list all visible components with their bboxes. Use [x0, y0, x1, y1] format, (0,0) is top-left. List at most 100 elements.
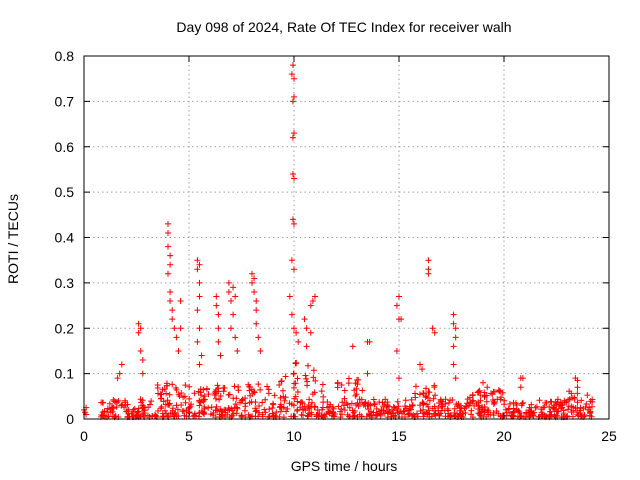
data-point — [470, 397, 477, 404]
data-point — [194, 307, 201, 314]
data-point — [163, 410, 170, 417]
data-point — [174, 406, 181, 413]
data-point — [490, 409, 497, 416]
data-point — [212, 388, 219, 395]
data-point — [574, 377, 581, 384]
data-point — [536, 397, 543, 404]
data-point — [99, 409, 106, 416]
data-point — [407, 406, 414, 413]
data-point — [294, 389, 301, 396]
data-point — [289, 216, 296, 223]
data-point — [255, 381, 262, 388]
data-point — [366, 338, 373, 345]
data-point — [186, 395, 193, 402]
data-point — [273, 409, 280, 416]
data-point — [519, 399, 526, 406]
x-tick-label: 15 — [391, 428, 407, 444]
data-point — [259, 399, 266, 406]
data-point — [257, 347, 264, 354]
data-point — [216, 396, 223, 403]
data-point — [424, 411, 431, 418]
data-point — [571, 394, 578, 401]
data-point — [162, 407, 169, 414]
data-point — [237, 399, 244, 406]
data-point — [478, 404, 485, 411]
data-point — [171, 325, 178, 332]
data-point — [269, 404, 276, 411]
data-point — [577, 404, 584, 411]
data-point — [292, 360, 299, 367]
data-point — [379, 399, 386, 406]
data-point — [195, 388, 202, 395]
data-point — [417, 361, 423, 368]
data-point — [503, 412, 510, 419]
data-point — [462, 410, 469, 417]
data-point — [251, 275, 258, 282]
data-point — [225, 288, 232, 295]
data-point — [494, 396, 501, 403]
y-tick-label: 0.4 — [55, 230, 75, 246]
data-point — [370, 396, 377, 403]
data-point — [483, 398, 490, 405]
x-tick-label: 25 — [601, 428, 617, 444]
data-point — [162, 401, 169, 408]
data-point — [298, 399, 305, 406]
chart-title: Day 098 of 2024, Rate Of TEC Index for r… — [176, 19, 511, 35]
data-point — [309, 399, 316, 406]
data-point — [324, 404, 331, 411]
data-point — [155, 390, 162, 397]
data-point — [565, 406, 572, 413]
data-point — [574, 399, 581, 406]
data-point — [475, 388, 482, 395]
data-point — [587, 409, 594, 416]
data-point — [175, 413, 182, 420]
data-point — [376, 410, 383, 417]
data-point — [338, 382, 345, 389]
data-point — [232, 401, 239, 408]
data-point — [160, 398, 167, 405]
data-point — [107, 409, 114, 416]
data-point — [284, 405, 291, 412]
data-point — [425, 270, 432, 277]
data-point — [393, 302, 400, 309]
data-point — [291, 175, 297, 182]
data-point — [547, 398, 554, 405]
data-point — [291, 266, 297, 273]
data-point — [510, 399, 517, 406]
data-point — [303, 343, 310, 350]
data-point — [436, 412, 443, 419]
data-point — [425, 394, 432, 401]
data-point — [432, 392, 439, 399]
data-point — [213, 302, 220, 309]
data-point — [214, 382, 221, 389]
data-point — [249, 413, 256, 420]
data-point — [249, 270, 255, 277]
data-point — [256, 402, 263, 409]
data-point — [502, 406, 509, 413]
data-point — [329, 409, 336, 416]
data-point — [259, 411, 266, 418]
data-point — [464, 400, 471, 407]
x-tick-label: 10 — [286, 428, 302, 444]
data-point — [180, 408, 187, 415]
data-point — [266, 406, 273, 413]
data-point — [253, 298, 260, 305]
data-point — [413, 410, 420, 417]
data-point — [506, 401, 513, 408]
data-point — [303, 375, 310, 382]
data-point — [396, 293, 402, 300]
data-point — [387, 409, 394, 416]
data-point — [396, 375, 402, 382]
data-point — [278, 404, 285, 411]
data-point — [480, 379, 486, 386]
data-point — [194, 266, 201, 273]
data-point — [431, 329, 438, 336]
data-point — [158, 403, 165, 410]
data-point — [252, 399, 259, 406]
data-point — [247, 392, 254, 399]
data-point — [289, 98, 296, 105]
data-point — [145, 404, 152, 411]
y-axis-label: ROTI / TECUs — [5, 194, 21, 284]
data-point — [380, 407, 387, 414]
data-point — [452, 413, 459, 420]
